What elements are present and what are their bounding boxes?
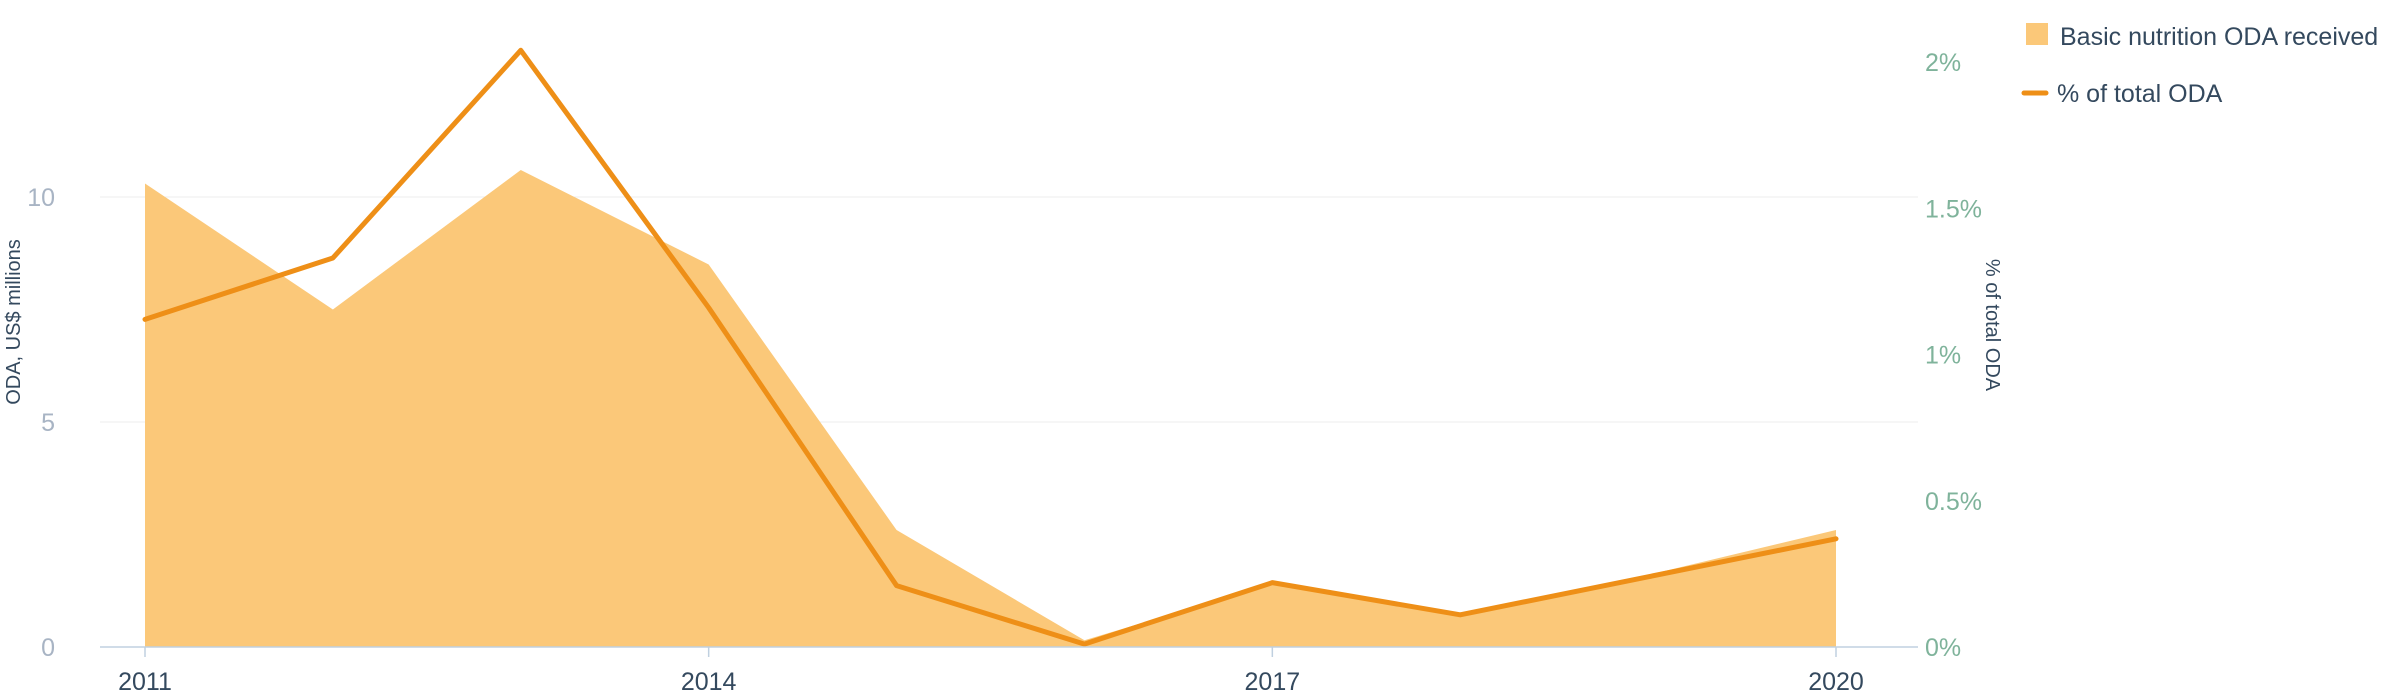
line-point-2013[interactable] <box>515 44 527 56</box>
x-tick-2020: 2020 <box>1808 668 1864 696</box>
nutrition-oda-area[interactable] <box>145 170 1836 647</box>
x-tick-2011: 2011 <box>118 668 172 696</box>
x-tick-2017: 2017 <box>1245 668 1301 696</box>
legend-label-percent-total-oda[interactable]: % of total ODA <box>2057 80 2223 108</box>
line-point-2016[interactable] <box>1078 638 1090 650</box>
nutrition-oda-area-series <box>145 170 1836 647</box>
legend-area-swatch[interactable] <box>2026 23 2048 45</box>
y-axis-left-title: ODA, US$ millions <box>3 239 25 405</box>
y-right-tick-0: 0% <box>1925 634 1961 662</box>
line-point-2020[interactable] <box>1830 533 1842 545</box>
area-point-2011[interactable] <box>139 178 151 190</box>
line-point-2014[interactable] <box>703 302 715 314</box>
area-point-2015[interactable] <box>891 524 903 536</box>
line-point-2018[interactable] <box>1454 609 1466 621</box>
area-point-2012[interactable] <box>327 304 339 316</box>
chart-legend: Basic nutrition ODA received % of total … <box>2021 23 2378 108</box>
x-tick-2014: 2014 <box>681 668 737 696</box>
line-point-2012[interactable] <box>327 252 339 264</box>
percent-total-oda-line[interactable] <box>142 47 1839 647</box>
y-right-tick-0-5: 0.5% <box>1925 488 1982 516</box>
axes: 0 5 10 0% 0.5% 1% 1.5% 2% 2011 2014 2017 2020 <box>27 49 1982 696</box>
y-left-tick-0: 0 <box>41 634 55 662</box>
y-right-tick-1-5: 1.5% <box>1925 195 1982 223</box>
y-left-tick-5: 5 <box>41 409 55 437</box>
percent-total-oda-line-series <box>142 47 1839 647</box>
y-axis-right-title: % of total ODA <box>1981 259 2003 392</box>
y-right-tick-2: 2% <box>1925 49 1961 77</box>
y-right-tick-1: 1% <box>1925 342 1961 370</box>
line-point-2017[interactable] <box>1266 577 1278 589</box>
line-point-2011[interactable] <box>139 313 151 325</box>
legend-label-nutrition-oda[interactable]: Basic nutrition ODA received <box>2060 23 2378 51</box>
area-point-2013[interactable] <box>515 164 527 176</box>
line-point-2015[interactable] <box>891 580 903 592</box>
area-point-2014[interactable] <box>703 259 715 271</box>
line-point-2019[interactable] <box>1642 571 1654 583</box>
y-left-tick-10: 10 <box>27 184 55 212</box>
